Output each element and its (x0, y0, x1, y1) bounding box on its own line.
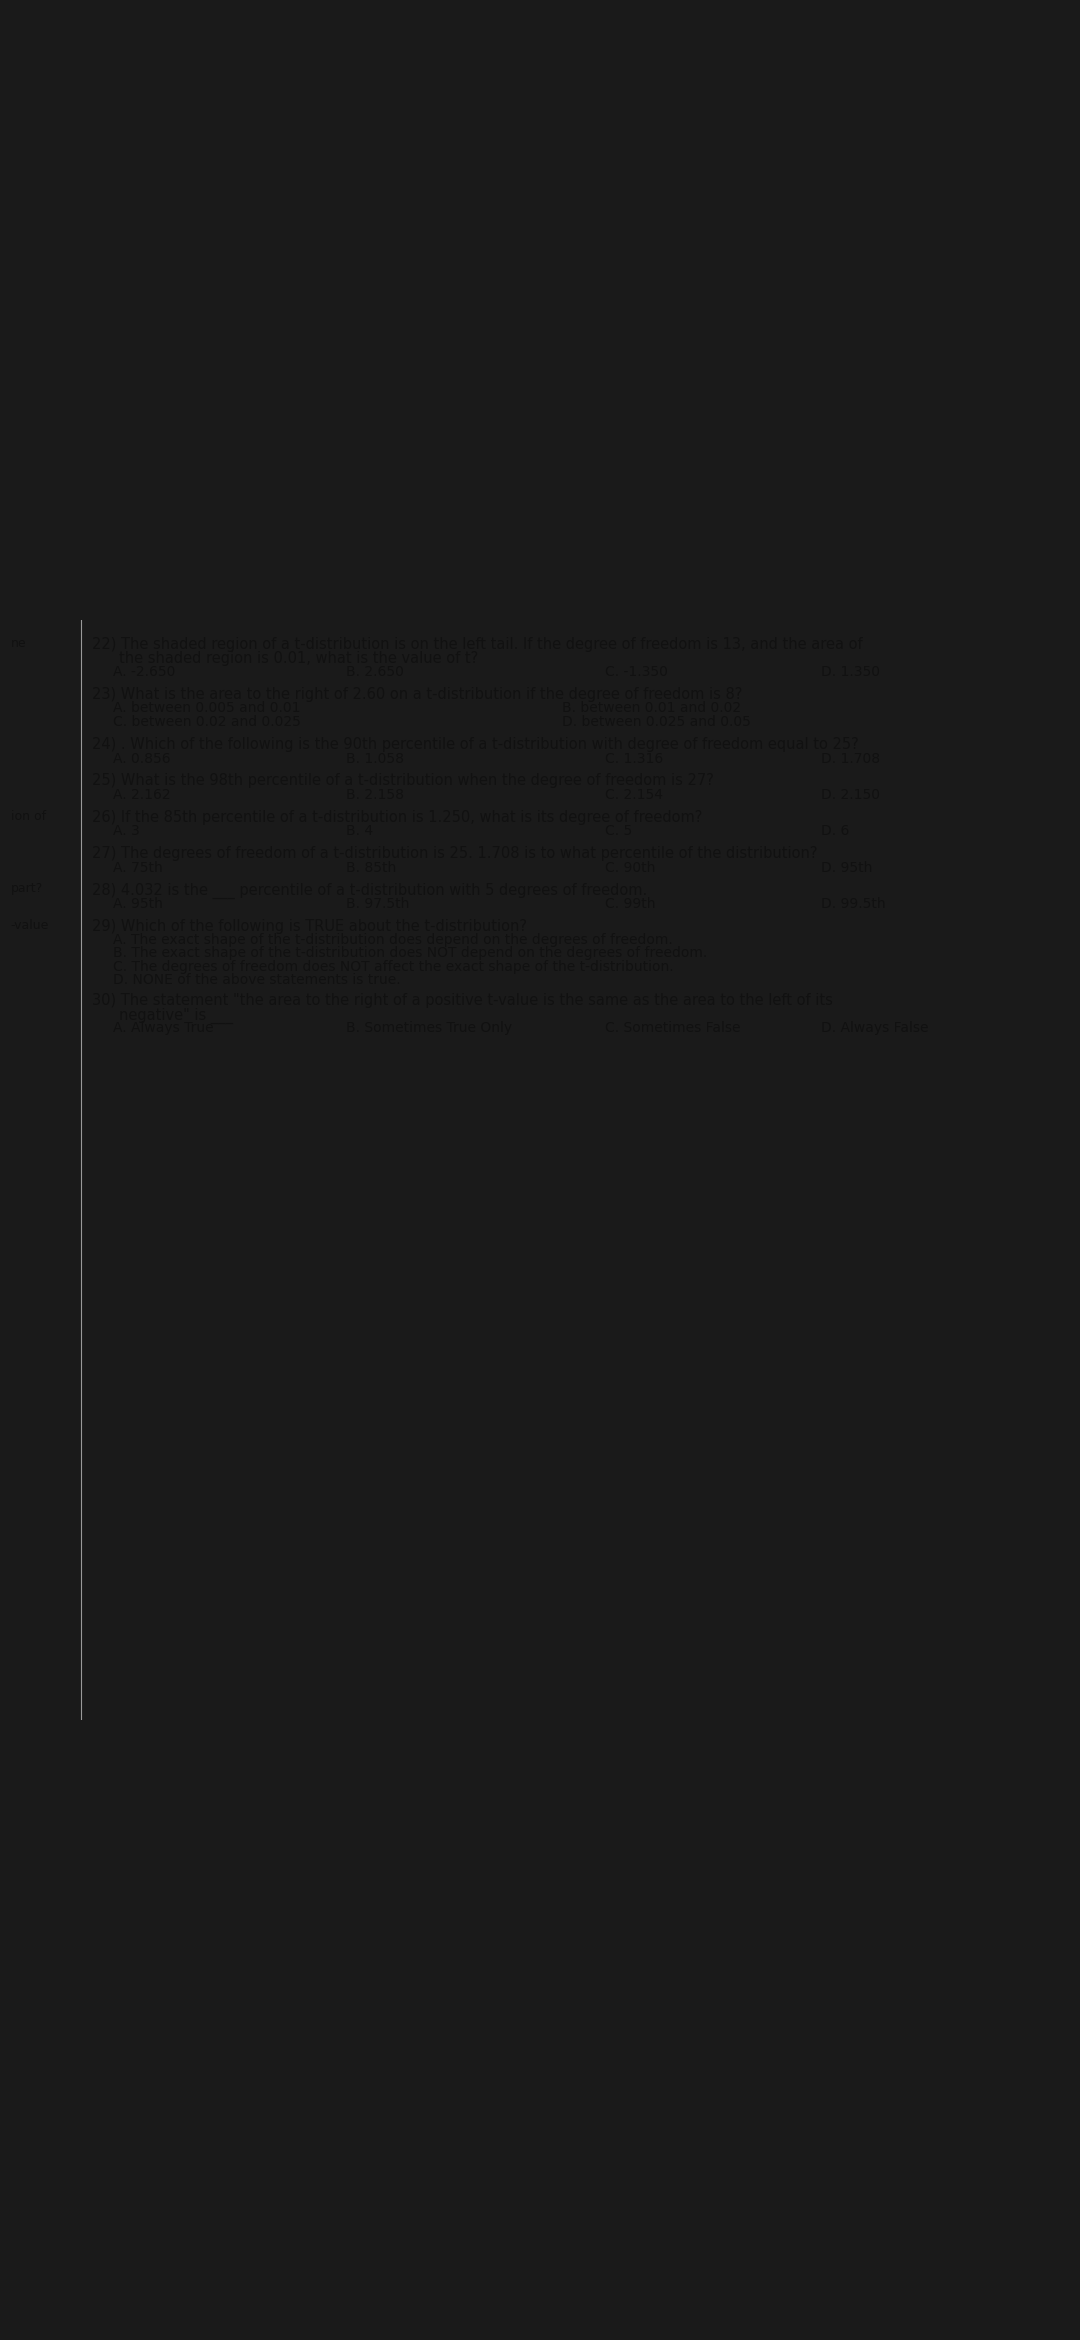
Text: B. 2.650: B. 2.650 (346, 665, 404, 679)
Text: B. The exact shape of the t-distribution does NOT depend on the degrees of freed: B. The exact shape of the t-distribution… (113, 945, 707, 959)
Text: B. between 0.01 and 0.02: B. between 0.01 and 0.02 (562, 702, 741, 716)
Text: 22) The shaded region of a t-distribution is on the left tail. If the degree of : 22) The shaded region of a t-distributio… (92, 636, 863, 651)
Text: C. 1.316: C. 1.316 (605, 751, 663, 765)
Text: D. 95th: D. 95th (821, 861, 873, 875)
Text: A. 75th: A. 75th (113, 861, 163, 875)
Text: A. between 0.005 and 0.01: A. between 0.005 and 0.01 (113, 702, 301, 716)
Text: A. 2.162: A. 2.162 (113, 789, 171, 803)
Text: D. 99.5th: D. 99.5th (821, 896, 886, 910)
Text: A. 3: A. 3 (113, 824, 140, 838)
Text: B. Sometimes True Only: B. Sometimes True Only (346, 1020, 512, 1034)
Text: D. 1.708: D. 1.708 (821, 751, 880, 765)
Text: A. 0.856: A. 0.856 (113, 751, 171, 765)
Text: 30) The statement "the area to the right of a positive t-value is the same as th: 30) The statement "the area to the right… (92, 992, 833, 1009)
Text: 28) 4.032 is the ___ percentile of a t-distribution with 5 degrees of freedom.: 28) 4.032 is the ___ percentile of a t-d… (92, 882, 647, 899)
Text: ion of: ion of (11, 810, 46, 824)
Text: D. between 0.025 and 0.05: D. between 0.025 and 0.05 (562, 716, 751, 730)
Text: C. Sometimes False: C. Sometimes False (605, 1020, 740, 1034)
Text: negative" is ___: negative" is ___ (119, 1009, 233, 1023)
Text: B. 2.158: B. 2.158 (346, 789, 404, 803)
Text: B. 1.058: B. 1.058 (346, 751, 404, 765)
Text: C. -1.350: C. -1.350 (605, 665, 667, 679)
Text: C. between 0.02 and 0.025: C. between 0.02 and 0.025 (113, 716, 301, 730)
Text: 27) The degrees of freedom of a t-distribution is 25. 1.708 is to what percentil: 27) The degrees of freedom of a t-distri… (92, 847, 818, 861)
Text: C. 2.154: C. 2.154 (605, 789, 663, 803)
Text: A. Always True: A. Always True (113, 1020, 214, 1034)
Text: -value: -value (11, 920, 50, 931)
Text: A. 95th: A. 95th (113, 896, 163, 910)
Text: D. NONE of the above statements is true.: D. NONE of the above statements is true. (113, 973, 401, 987)
Text: C. 90th: C. 90th (605, 861, 656, 875)
Text: 23) What is the area to the right of 2.60 on a t-distribution if the degree of f: 23) What is the area to the right of 2.6… (92, 688, 742, 702)
Text: D. 6: D. 6 (821, 824, 849, 838)
Text: C. 99th: C. 99th (605, 896, 656, 910)
Text: A. -2.650: A. -2.650 (113, 665, 176, 679)
Text: A. The exact shape of the t-distribution does depend on the degrees of freedom.: A. The exact shape of the t-distribution… (113, 934, 673, 948)
Text: C. The degrees of freedom does NOT affect the exact shape of the t-distribution.: C. The degrees of freedom does NOT affec… (113, 959, 674, 973)
Text: ne: ne (11, 636, 26, 651)
Text: D. 2.150: D. 2.150 (821, 789, 880, 803)
Text: B. 4: B. 4 (346, 824, 373, 838)
Text: D. Always False: D. Always False (821, 1020, 929, 1034)
Text: the shaded region is 0.01, what is the value of t?: the shaded region is 0.01, what is the v… (119, 651, 478, 667)
Text: 25) What is the 98th percentile of a t-distribution when the degree of freedom i: 25) What is the 98th percentile of a t-d… (92, 775, 714, 789)
Text: C. 5: C. 5 (605, 824, 632, 838)
Text: B. 85th: B. 85th (346, 861, 396, 875)
Text: part?: part? (11, 882, 43, 896)
Text: D. 1.350: D. 1.350 (821, 665, 880, 679)
Text: 29) Which of the following is TRUE about the t-distribution?: 29) Which of the following is TRUE about… (92, 920, 527, 934)
Text: 26) If the 85th percentile of a t-distribution is 1.250, what is its degree of f: 26) If the 85th percentile of a t-distri… (92, 810, 702, 824)
Text: B. 97.5th: B. 97.5th (346, 896, 409, 910)
Text: 24) . Which of the following is the 90th percentile of a t-distribution with deg: 24) . Which of the following is the 90th… (92, 737, 859, 751)
